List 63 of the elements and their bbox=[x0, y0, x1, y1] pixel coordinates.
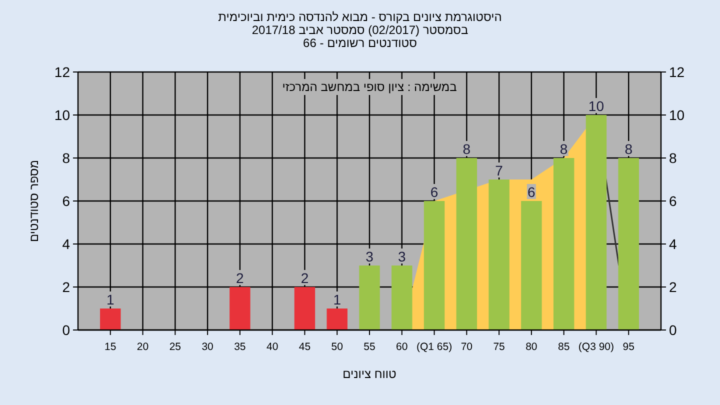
x-tick-label: 50 bbox=[331, 341, 344, 353]
x-tick-label: 85 bbox=[558, 341, 570, 353]
y-tick-label: 12 bbox=[54, 64, 70, 80]
y-tick-label: 8 bbox=[62, 150, 70, 166]
data-label: 8 bbox=[462, 141, 471, 157]
data-label: 2 bbox=[300, 270, 309, 286]
bar bbox=[618, 158, 639, 330]
x-tick-label: 35 bbox=[234, 341, 246, 353]
y2-tick-label: 10 bbox=[669, 107, 685, 123]
x-tick-label: 20 bbox=[136, 341, 149, 353]
x-tick-label: 70 bbox=[460, 341, 473, 353]
bar bbox=[392, 266, 412, 330]
annotation: במשימה : ציון סופי במחשב המרכזי bbox=[282, 80, 457, 94]
bar bbox=[586, 115, 607, 330]
y-tick-label: 4 bbox=[62, 236, 70, 252]
y-tick-label: 2 bbox=[62, 279, 70, 295]
data-label: 6 bbox=[430, 184, 438, 200]
bar bbox=[326, 308, 348, 330]
y2-tick-label: 8 bbox=[669, 150, 677, 166]
x-tick-label: 40 bbox=[266, 341, 278, 353]
y-tick-label: 10 bbox=[54, 107, 70, 123]
data-label: 3 bbox=[366, 248, 374, 264]
bar bbox=[553, 158, 574, 330]
x-tick-label: 25 bbox=[169, 341, 182, 353]
x-tick-label: 55 bbox=[364, 341, 376, 353]
data-label: 3 bbox=[398, 248, 406, 264]
bar bbox=[424, 201, 445, 330]
y2-tick-label: 12 bbox=[669, 64, 685, 80]
y2-tick-label: 6 bbox=[669, 193, 677, 209]
x-tick-label: 45 bbox=[298, 341, 311, 353]
x-axis-title: טווח ציונים bbox=[342, 367, 397, 381]
bar bbox=[230, 287, 250, 330]
bar bbox=[521, 201, 542, 330]
x-tick-label: 75 bbox=[493, 341, 506, 353]
text: סטודנטים רשומים - 66 bbox=[303, 36, 418, 50]
chart-title: היסטוגרמת ציונים בקורס - מבוא להנדסה כימית וביוכימית bbox=[218, 10, 502, 24]
x-tick-label: 80 bbox=[526, 341, 538, 353]
y-tick-label: 6 bbox=[62, 193, 70, 209]
bar bbox=[488, 180, 510, 330]
chart-subtitle: בסמסטר (02/2017) סמסטר אביב 2017/18 bbox=[252, 23, 468, 37]
bar bbox=[359, 266, 380, 330]
x-tick-label: (Q3 90) bbox=[578, 341, 614, 353]
data-label: 7 bbox=[495, 162, 504, 178]
bar bbox=[456, 158, 478, 330]
y-tick-label: 0 bbox=[62, 322, 70, 338]
x-tick-label: 30 bbox=[202, 341, 214, 353]
data-label: 6 bbox=[528, 184, 536, 200]
data-label: 10 bbox=[588, 98, 604, 114]
data-label: 8 bbox=[624, 141, 633, 157]
x-tick-label: 95 bbox=[622, 341, 635, 353]
y-axis-title: מספר סטודנטים bbox=[27, 160, 41, 242]
data-label: 8 bbox=[560, 141, 568, 157]
x-tick-label: 15 bbox=[104, 341, 116, 353]
y2-tick-label: 2 bbox=[669, 279, 677, 295]
data-label: 1 bbox=[106, 292, 114, 308]
data-label: 2 bbox=[236, 270, 244, 286]
y2-tick-label: 4 bbox=[669, 236, 677, 252]
x-tick-label: 60 bbox=[396, 341, 408, 353]
data-label: 1 bbox=[333, 292, 342, 308]
bar bbox=[100, 308, 121, 330]
y2-tick-label: 0 bbox=[669, 322, 677, 338]
bar bbox=[294, 287, 316, 330]
x-tick-label: (Q1 65) bbox=[416, 341, 452, 353]
